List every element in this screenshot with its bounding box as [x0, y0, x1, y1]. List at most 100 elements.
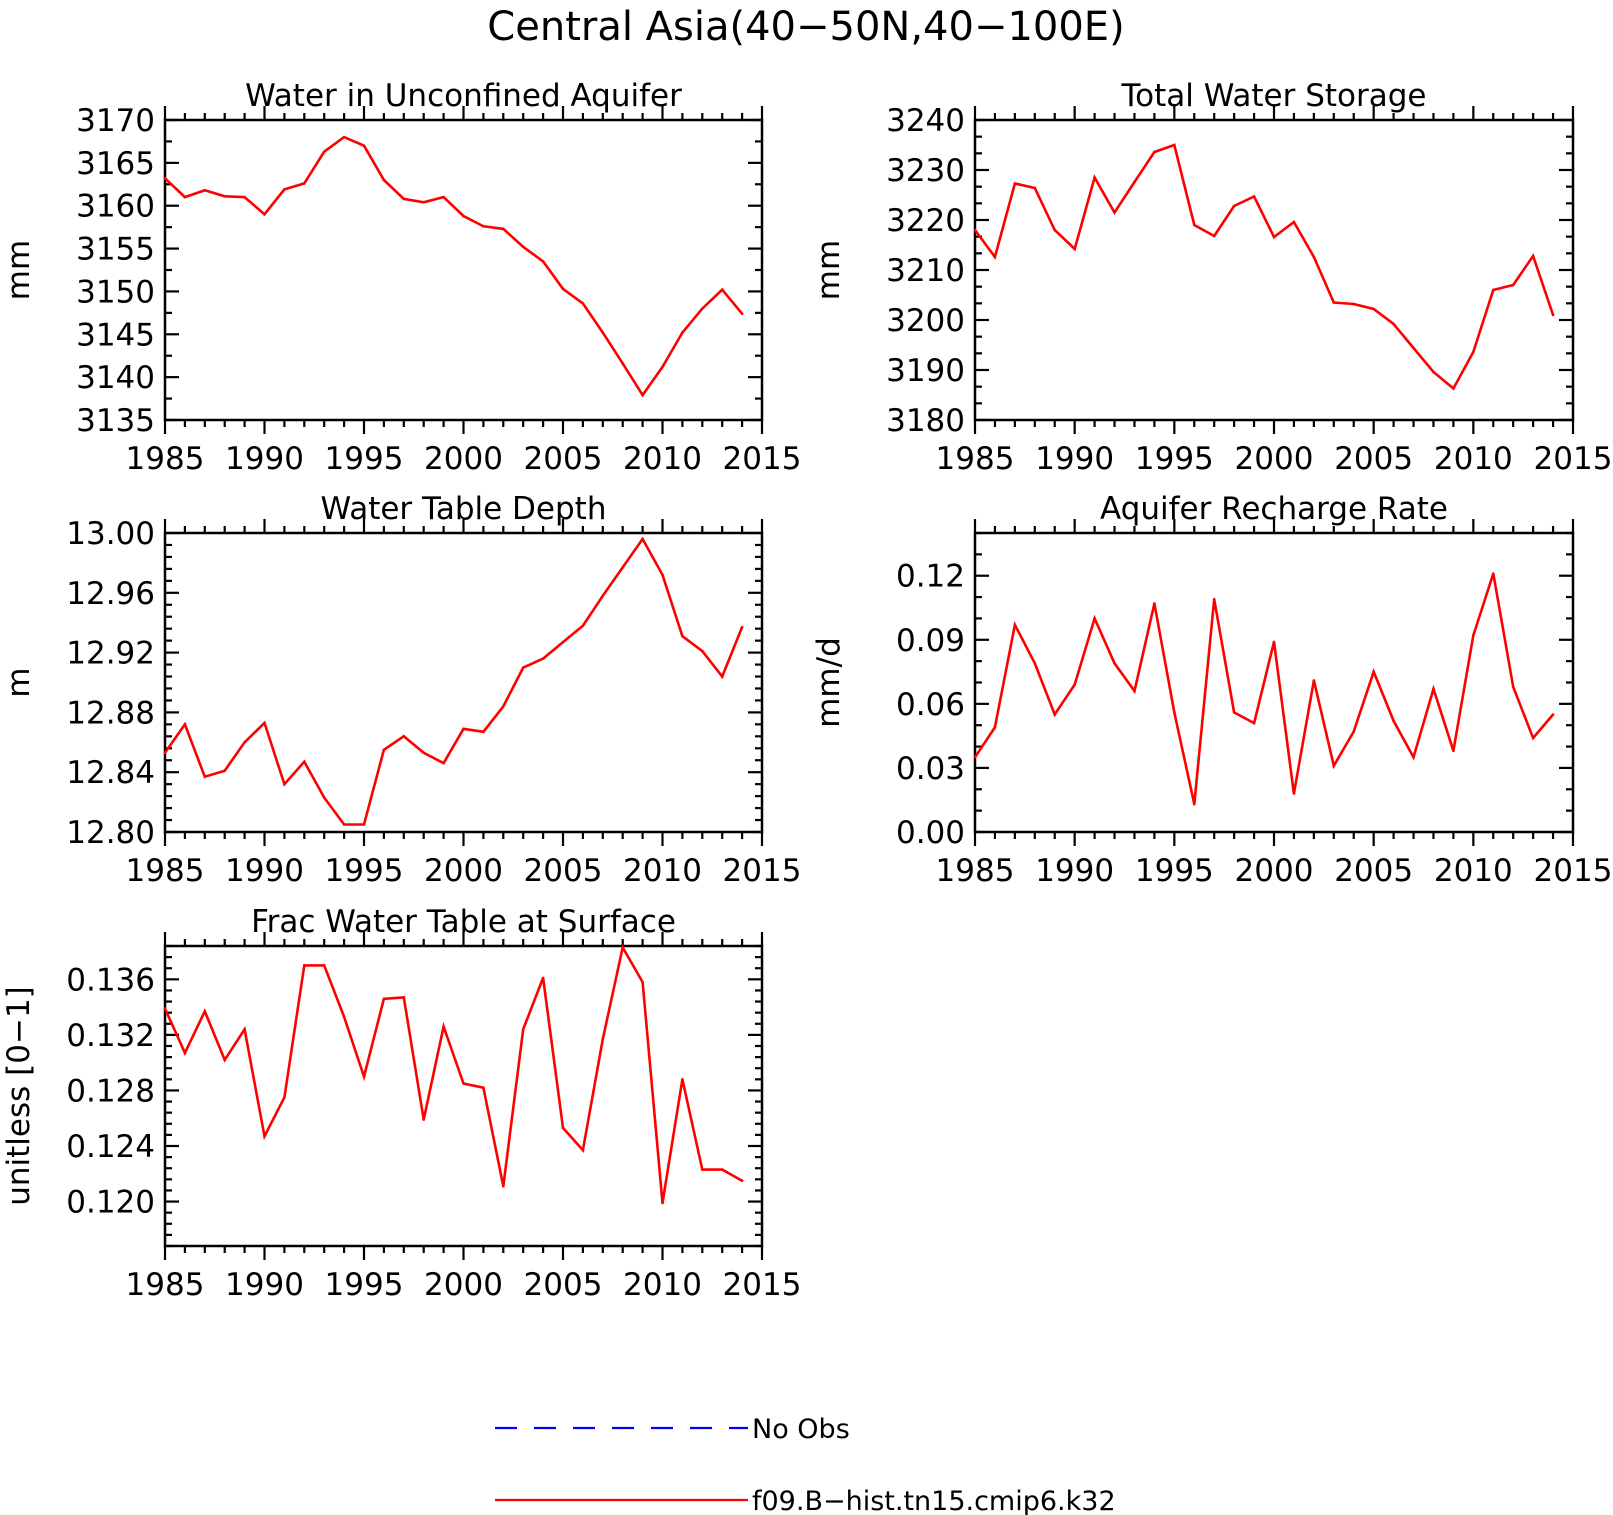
data-point: [1093, 176, 1096, 179]
x-tick-label: 2015: [723, 441, 802, 477]
y-tick-label: 12.88: [66, 695, 155, 731]
data-point: [1511, 283, 1515, 287]
data-point: [993, 255, 997, 259]
y-tick-label: 12.92: [66, 636, 155, 672]
data-point: [1531, 254, 1535, 258]
data-point: [1472, 350, 1475, 354]
data-point: [1252, 721, 1256, 725]
y-tick-label: 12.84: [66, 755, 155, 791]
series-line: [973, 573, 1555, 805]
data-point: [442, 1025, 445, 1028]
x-tick-label: 1995: [1135, 853, 1214, 889]
x-tick-label: 2015: [723, 1267, 802, 1303]
data-point: [1292, 220, 1296, 224]
data-point: [1312, 255, 1316, 259]
data-point: [541, 260, 545, 263]
data-point: [1292, 792, 1296, 795]
data-point: [422, 200, 426, 204]
series-line: [163, 536, 744, 826]
data-point: [342, 823, 346, 826]
data-point: [1332, 301, 1336, 304]
data-point: [661, 573, 664, 577]
data-point: [1252, 195, 1256, 198]
data-point: [1491, 572, 1495, 575]
data-point: [223, 1058, 226, 1062]
data-point: [1352, 730, 1356, 733]
y-tick-label: 0.12: [896, 559, 965, 595]
y-axis-label: mm/d: [811, 637, 847, 728]
data-point: [1491, 288, 1495, 292]
x-tick-label: 2015: [1534, 441, 1613, 477]
x-tick-label: 1995: [1135, 441, 1214, 477]
y-tick-label: 12.80: [66, 815, 155, 851]
data-point: [601, 1037, 605, 1041]
data-point: [1312, 679, 1316, 682]
data-point: [1173, 143, 1176, 147]
data-point: [1272, 235, 1276, 239]
y-axis-label: mm: [1, 240, 37, 300]
y-axis-label: mm: [811, 240, 847, 300]
data-point: [462, 214, 465, 218]
data-point: [1412, 755, 1415, 759]
data-point: [521, 245, 525, 249]
x-tick-label: 2015: [723, 853, 802, 889]
y-tick-label: 3240: [886, 103, 965, 139]
y-tick-label: 0.124: [66, 1129, 155, 1165]
data-point: [422, 1118, 426, 1121]
data-point: [382, 748, 386, 752]
data-point: [720, 675, 724, 678]
data-point: [1432, 370, 1435, 374]
x-tick-label: 2000: [424, 441, 503, 477]
data-point: [322, 964, 326, 967]
data-point: [561, 640, 565, 644]
data-point: [1531, 736, 1535, 740]
data-point: [701, 1168, 704, 1171]
x-tick-label: 1985: [126, 441, 205, 477]
data-point: [283, 782, 286, 786]
data-point: [1053, 228, 1057, 232]
data-point: [720, 288, 724, 292]
data-point: [482, 1086, 485, 1089]
x-tick-label: 2010: [1434, 853, 1513, 889]
data-point: [303, 964, 306, 967]
x-tick-label: 2005: [524, 853, 603, 889]
data-point: [342, 1015, 346, 1019]
x-tick-label: 2005: [1334, 853, 1413, 889]
y-tick-label: 3230: [886, 153, 965, 189]
data-point: [621, 362, 624, 365]
x-tick-label: 2000: [1235, 441, 1314, 477]
data-point: [203, 1009, 207, 1013]
data-point: [1113, 661, 1116, 665]
data-point: [641, 980, 644, 984]
data-point: [1392, 322, 1395, 326]
y-tick-label: 3145: [76, 317, 155, 353]
data-point: [1192, 223, 1196, 227]
data-point: [1372, 307, 1375, 311]
data-point: [382, 997, 386, 1001]
data-point: [362, 1075, 366, 1078]
legend-label: No Obs: [752, 1414, 850, 1445]
data-point: [621, 946, 624, 949]
y-tick-label: 3220: [886, 203, 965, 239]
y-tick-label: 3160: [76, 189, 155, 225]
x-tick-label: 1985: [936, 441, 1015, 477]
data-point: [462, 1082, 465, 1085]
x-tick-label: 1995: [325, 853, 404, 889]
data-point: [740, 312, 744, 316]
x-tick-label: 1990: [225, 441, 304, 477]
data-point: [263, 212, 266, 216]
x-tick-label: 1990: [225, 853, 304, 889]
data-point: [322, 150, 326, 154]
data-point: [701, 649, 704, 653]
data-point: [303, 760, 306, 764]
data-point: [1332, 764, 1336, 768]
data-point: [1133, 180, 1136, 184]
y-tick-label: 0.136: [66, 962, 155, 998]
y-tick-label: 3155: [76, 232, 155, 268]
data-point: [973, 755, 977, 759]
data-point: [442, 761, 445, 765]
